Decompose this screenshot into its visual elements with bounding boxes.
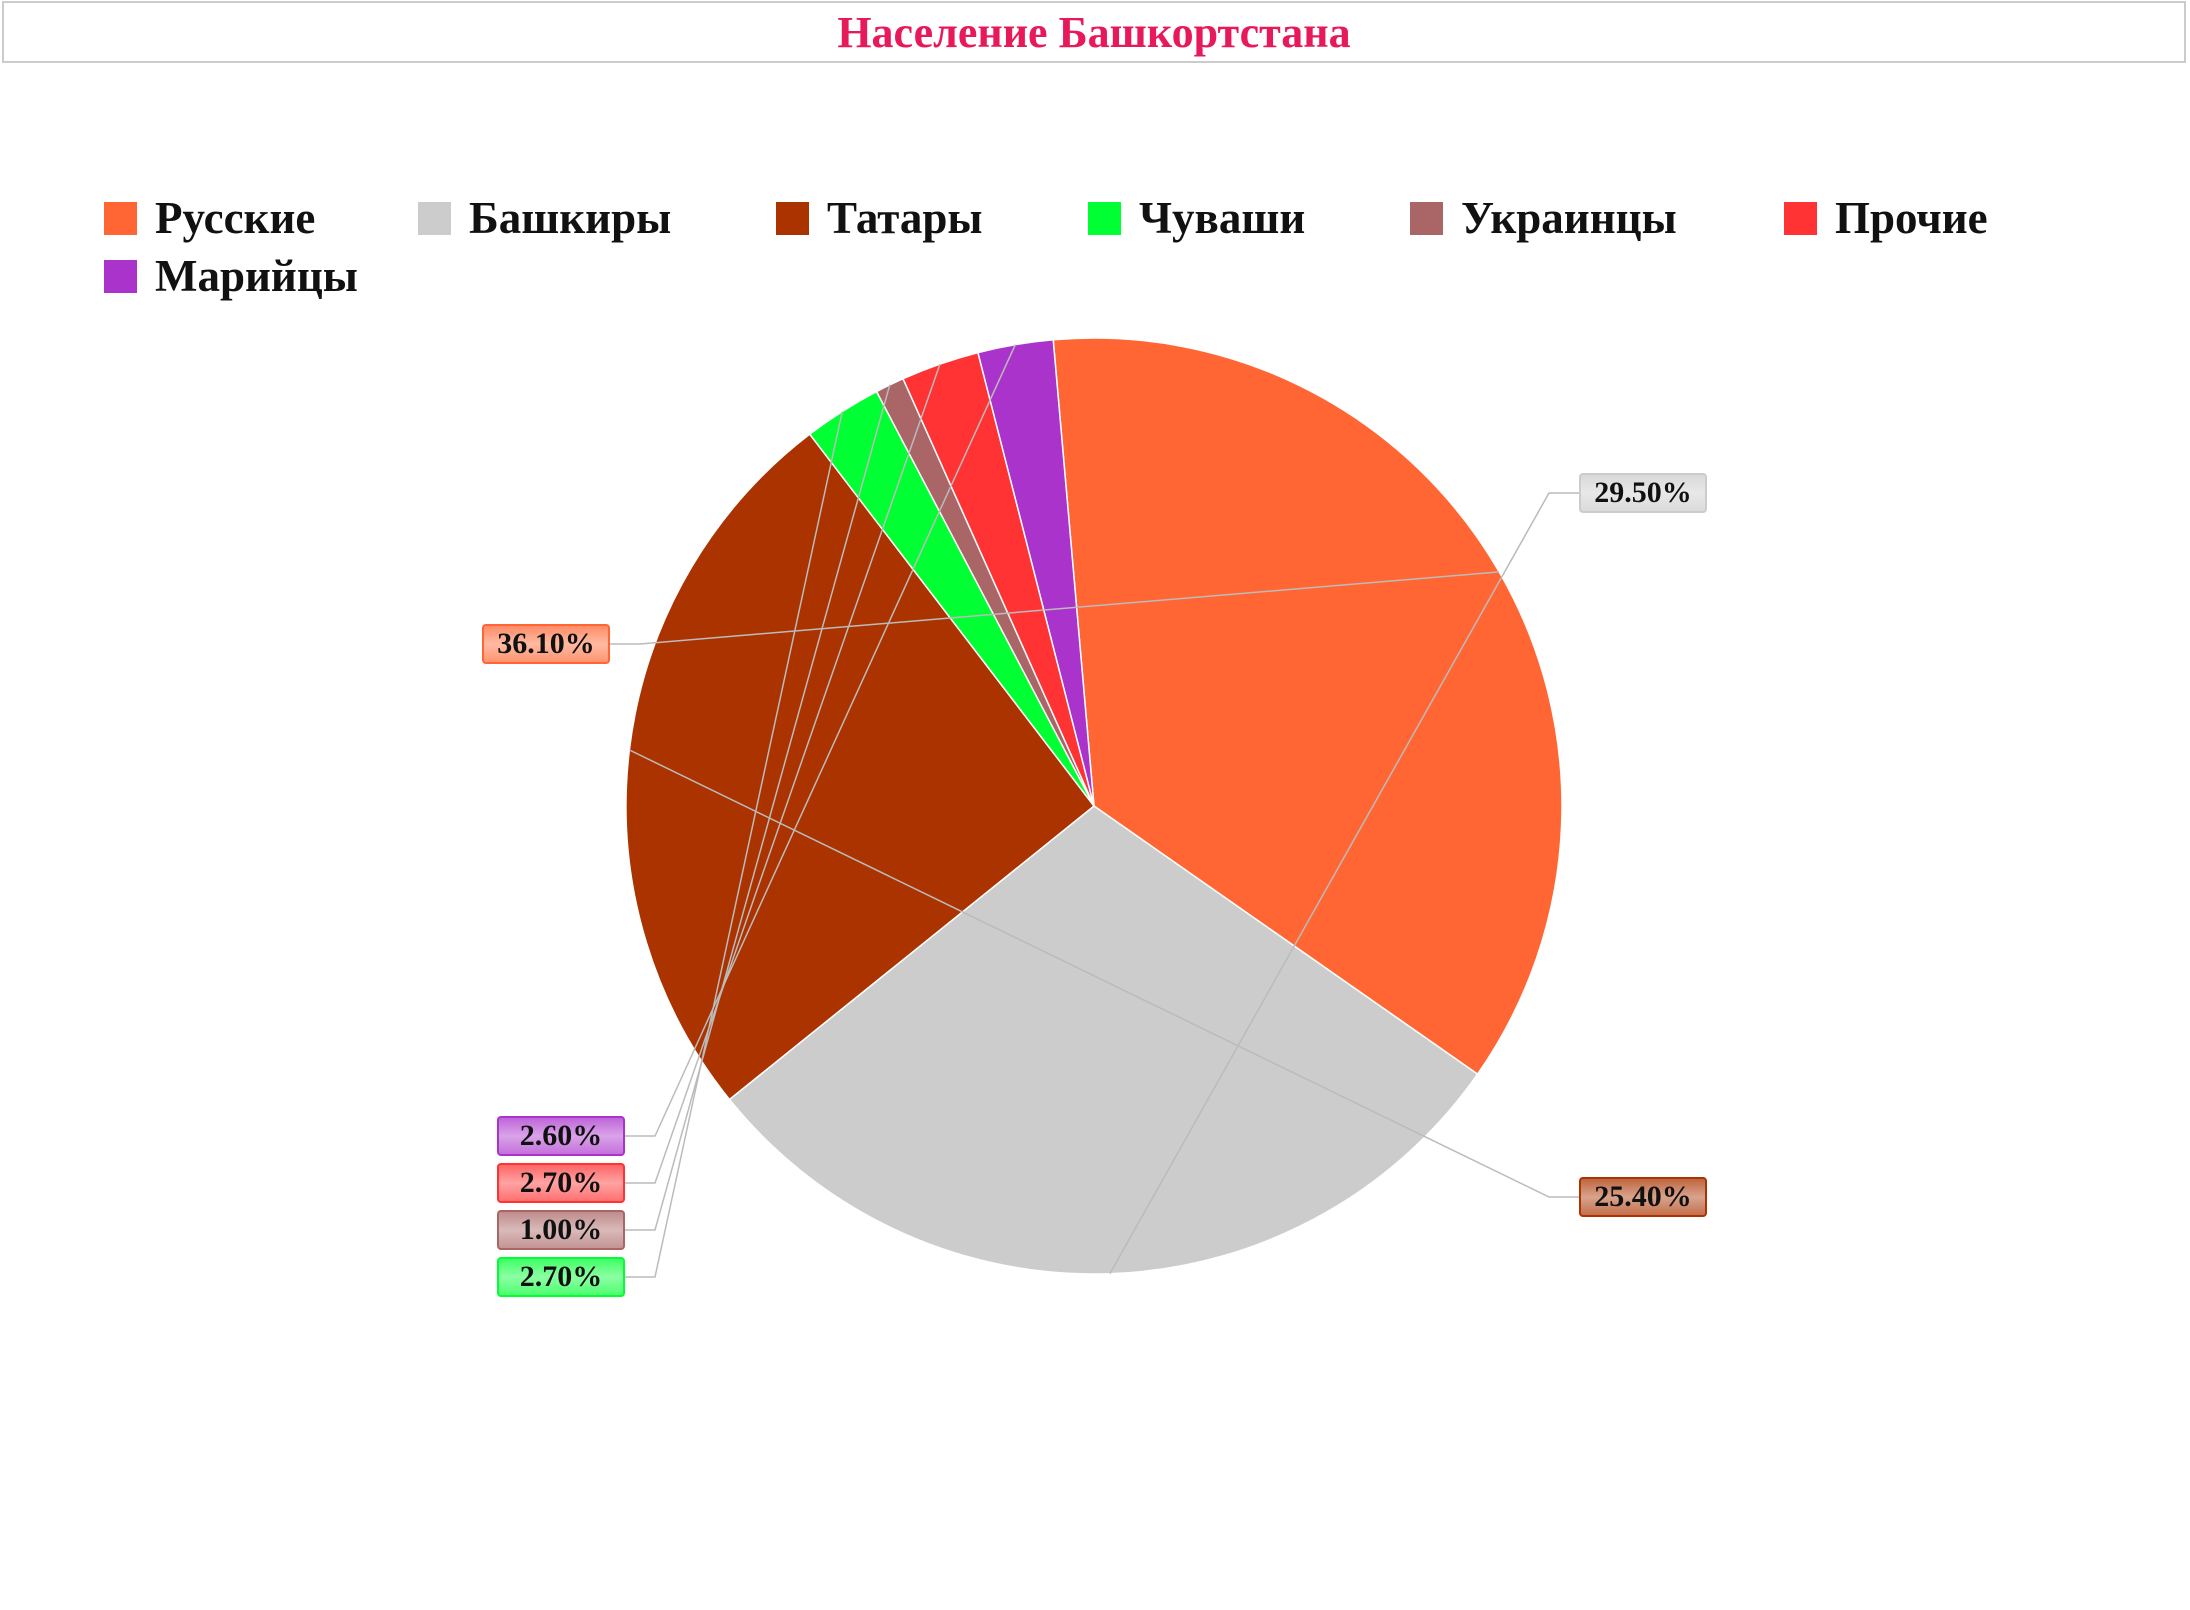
leader-line: [1109, 492, 1579, 1275]
legend-item: Башкиры: [418, 192, 671, 244]
legend-swatch: [1088, 201, 1121, 235]
legend-label: Татары: [827, 193, 983, 243]
legend-item: Украинцы: [1410, 192, 1677, 244]
leader-line: [610, 571, 1500, 645]
legend-item: Марийцы: [104, 250, 358, 302]
data-label: 1.00%: [497, 1210, 625, 1250]
legend-item: Татары: [776, 192, 983, 244]
legend-swatch: [418, 201, 451, 235]
chart-title: Население Башкортстана: [837, 7, 1351, 57]
legend-swatch: [104, 259, 137, 293]
legend-label: Марийцы: [155, 251, 358, 301]
data-label: 2.70%: [497, 1257, 625, 1297]
data-label: 36.10%: [482, 624, 610, 664]
pie-slice: [625, 433, 1096, 1101]
legend-swatch: [104, 201, 137, 235]
leader-line: [629, 749, 1579, 1198]
legend-label: Русские: [155, 193, 316, 243]
data-label: 2.70%: [497, 1163, 625, 1203]
data-label: 2.60%: [497, 1116, 625, 1156]
legend-item: Чуваши: [1088, 192, 1305, 244]
leader-line: [625, 411, 844, 1278]
legend-swatch: [1410, 201, 1443, 235]
legend-item: Русские: [104, 192, 315, 244]
legend-swatch: [776, 201, 809, 235]
legend-label: Украинцы: [1461, 193, 1677, 243]
legend-swatch: [1784, 201, 1817, 235]
leader-line: [625, 363, 941, 1184]
legend-item: Прочие: [1784, 192, 1988, 244]
leader-line: [625, 344, 1016, 1137]
legend-label: Башкиры: [469, 193, 672, 243]
legend-label: Прочие: [1835, 193, 1988, 243]
chart-title-bar: Население Башкортстана: [2, 1, 2186, 63]
data-label: 25.40%: [1579, 1177, 1707, 1217]
data-label: 29.50%: [1579, 473, 1707, 513]
legend-label: Чуваши: [1139, 193, 1306, 243]
leader-line: [625, 384, 891, 1231]
